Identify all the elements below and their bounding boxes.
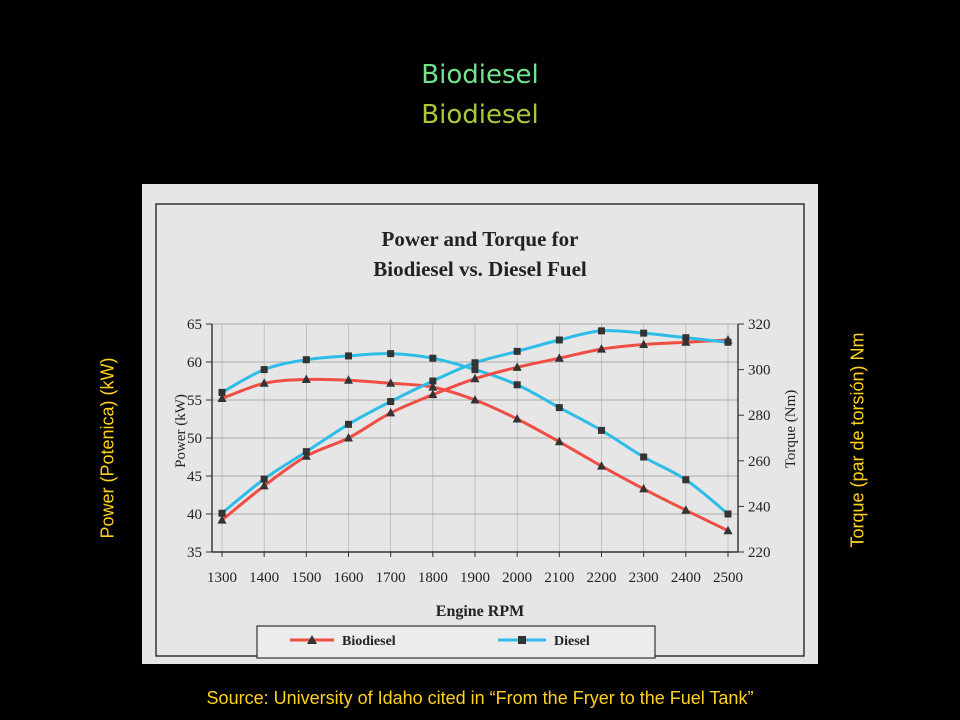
biodiesel-power-point — [639, 483, 649, 493]
diesel-power-point — [682, 476, 690, 484]
x-tick-label: 2500 — [713, 570, 743, 586]
biodiesel-torque-point — [217, 515, 227, 524]
legend: Biodiesel Diesel — [256, 625, 656, 659]
slide-subtitle: Biodiesel — [421, 100, 539, 130]
x-tick-label: 1800 — [418, 570, 448, 586]
chart-title-line2: Biodiesel vs. Diesel Fuel — [373, 257, 587, 281]
biodiesel-torque-point — [470, 373, 480, 383]
y-tick-label: 45 — [187, 469, 202, 485]
y2-tick-label: 240 — [748, 499, 771, 515]
diesel-power-point — [218, 388, 226, 396]
chart-scan: Power and Torque for Biodiesel vs. Diese… — [142, 184, 818, 664]
x-tick-label: 2400 — [671, 570, 701, 586]
legend-diesel-label: Diesel — [554, 634, 590, 649]
y2-axis-title: Torque (Nm) — [783, 390, 799, 469]
biodiesel-torque-point — [386, 407, 396, 417]
biodiesel-power-point — [301, 374, 311, 383]
x-tick-label: 1900 — [460, 570, 490, 586]
biodiesel-torque-point — [681, 337, 691, 346]
y2-tick-label: 280 — [748, 408, 771, 424]
y-tick-label: 50 — [187, 431, 202, 447]
diesel-torque-point — [555, 336, 563, 344]
diesel-power-point — [471, 366, 479, 374]
x-tick-label: 1700 — [376, 570, 406, 586]
biodiesel-power-point — [386, 378, 396, 387]
diesel-power-point — [513, 381, 521, 389]
x-tick-label: 1600 — [334, 570, 364, 586]
biodiesel-torque-point — [554, 353, 564, 362]
x-tick-label: 2000 — [502, 570, 532, 586]
biodiesel-torque-point — [639, 339, 649, 349]
biodiesel-power-point — [428, 382, 438, 391]
series-layer — [217, 327, 733, 535]
y-tick-label: 65 — [187, 317, 202, 333]
diesel-power-point — [640, 453, 648, 461]
diesel-torque-point — [302, 448, 310, 456]
y-tick-label: 55 — [187, 393, 202, 409]
biodiesel-power-point — [217, 393, 227, 402]
y2-tick-label: 220 — [748, 545, 771, 561]
biodiesel-power-point — [344, 375, 353, 384]
x-tick-label: 1400 — [249, 570, 279, 586]
legend-box — [256, 625, 656, 659]
biodiesel-power-point — [259, 378, 269, 387]
diesel-torque-point — [513, 347, 521, 355]
legend-biodiesel-marker — [307, 635, 317, 644]
biodiesel-power-point — [597, 461, 606, 470]
diesel-power-point — [724, 510, 732, 518]
diesel-torque-point — [598, 327, 605, 335]
biodiesel-power-point — [681, 505, 691, 514]
diesel-power-point — [555, 404, 563, 412]
axes-layer: 35 40 45 50 55 60 65 220 240 260 280 300 320 1300 1400… — [187, 317, 771, 586]
diesel-torque-point — [260, 475, 268, 483]
diesel-torque-point — [218, 509, 226, 517]
biodiesel-power-point — [554, 436, 564, 446]
diesel-torque-point — [345, 420, 352, 428]
diesel-torque-point — [724, 338, 732, 346]
diesel-torque-point — [682, 334, 690, 342]
x-tick-label: 1300 — [207, 570, 237, 586]
source-citation: Source: University of Idaho cited in “Fr… — [206, 688, 754, 708]
y2-tick-label: 260 — [748, 454, 771, 470]
left-axis-label: Power (Potenica) (kW) — [97, 357, 118, 539]
biodiesel-torque-point — [301, 451, 311, 460]
legend-biodiesel-label: Biodiesel — [342, 634, 396, 649]
x-tick-label: 2100 — [544, 570, 574, 586]
y-tick-label: 35 — [187, 545, 202, 561]
legend-diesel-marker — [518, 636, 526, 644]
diesel-torque-point — [387, 398, 395, 406]
x-tick-label: 2300 — [629, 570, 659, 586]
y-tick-label: 40 — [187, 507, 202, 523]
biodiesel-power-point — [470, 395, 480, 404]
diesel-power-point — [345, 352, 352, 360]
slide-title: Biodiesel — [421, 60, 539, 90]
diesel-power-point — [429, 354, 437, 362]
y2-tick-label: 300 — [748, 363, 771, 379]
diesel-power-point — [260, 366, 268, 374]
diesel-torque-point — [429, 377, 437, 385]
chart-title-line1: Power and Torque for — [382, 227, 579, 251]
right-axis-label: Torque (par de torsión) Nm — [847, 332, 868, 548]
biodiesel-torque-point — [344, 433, 353, 442]
biodiesel-power-point — [512, 414, 522, 423]
biodiesel-power-point — [723, 525, 733, 535]
biodiesel-torque-point — [428, 389, 438, 399]
diesel-torque-point — [640, 329, 648, 337]
y-axis-title: Power (kW) — [173, 394, 189, 468]
diesel-power-point — [302, 356, 310, 364]
y2-tick-label: 320 — [748, 317, 771, 333]
grid-layer — [212, 323, 738, 553]
biodiesel-torque-point — [597, 344, 606, 353]
x-tick-label: 2200 — [587, 570, 617, 586]
biodiesel-torque-point — [259, 480, 269, 490]
x-axis-title: Engine RPM — [436, 603, 524, 620]
x-tick-label: 1500 — [291, 570, 321, 586]
diesel-power-point — [387, 350, 395, 358]
chart-svg: Power and Torque for Biodiesel vs. Diese… — [155, 203, 805, 659]
biodiesel-torque-point — [512, 362, 522, 371]
diesel-power-point — [598, 426, 605, 434]
y-tick-label: 60 — [187, 355, 202, 371]
diesel-torque-point — [471, 359, 479, 367]
